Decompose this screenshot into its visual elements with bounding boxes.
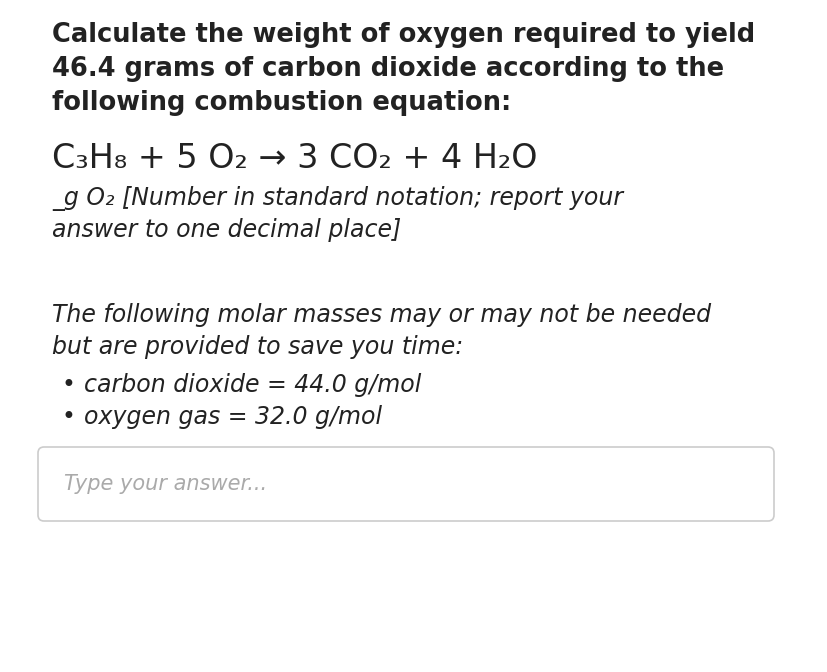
Text: Calculate the weight of oxygen required to yield: Calculate the weight of oxygen required …	[52, 22, 754, 48]
Text: C₃H₈ + 5 O₂ → 3 CO₂ + 4 H₂O: C₃H₈ + 5 O₂ → 3 CO₂ + 4 H₂O	[52, 142, 537, 175]
Text: oxygen gas = 32.0 g/mol: oxygen gas = 32.0 g/mol	[84, 405, 382, 429]
Text: following combustion equation:: following combustion equation:	[52, 90, 510, 116]
Text: 46.4 grams of carbon dioxide according to the: 46.4 grams of carbon dioxide according t…	[52, 56, 724, 82]
Text: •: •	[62, 373, 76, 397]
Text: carbon dioxide = 44.0 g/mol: carbon dioxide = 44.0 g/mol	[84, 373, 421, 397]
Text: _g O₂ [Number in standard notation; report your: _g O₂ [Number in standard notation; repo…	[52, 186, 623, 211]
Text: •: •	[62, 405, 76, 429]
FancyBboxPatch shape	[38, 447, 773, 521]
Text: but are provided to save you time:: but are provided to save you time:	[52, 335, 462, 359]
Text: The following molar masses may or may not be needed: The following molar masses may or may no…	[52, 303, 710, 327]
Text: Type your answer...: Type your answer...	[64, 474, 267, 494]
Text: answer to one decimal place]: answer to one decimal place]	[52, 218, 401, 242]
